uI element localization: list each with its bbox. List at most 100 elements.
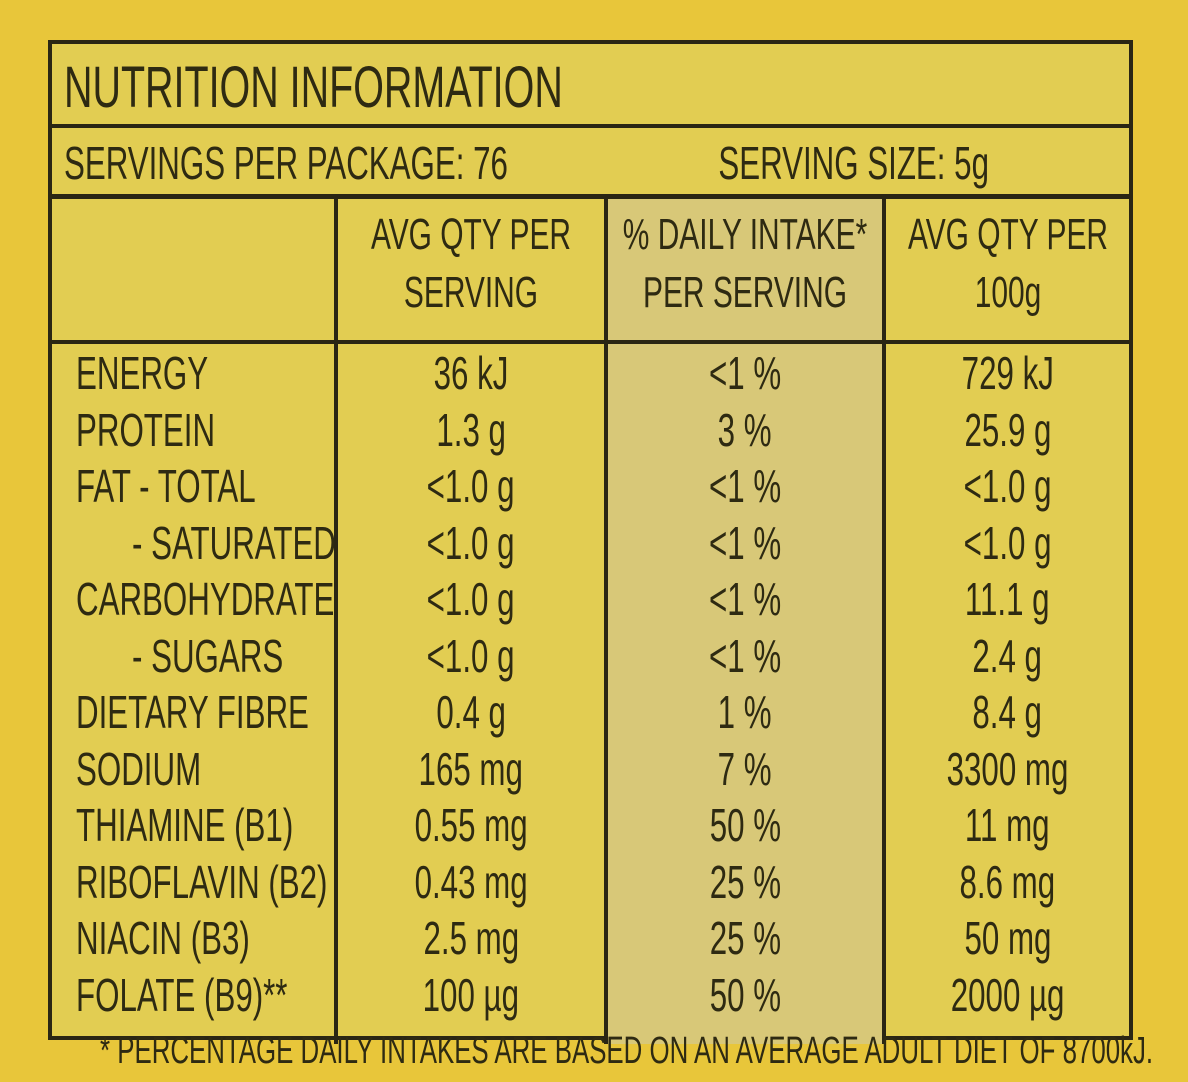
row-label: RIBOFLAVIN (B2): [76, 855, 328, 908]
nutrient-value: 25 %: [709, 912, 781, 964]
value-cell: 0.55 mg: [338, 798, 604, 852]
header-wrap: AVG QTY PER 100g: [878, 206, 1136, 322]
nutrient-value: <1.0 g: [427, 629, 515, 682]
row-label: - SATURATED: [132, 516, 336, 569]
nutrient-value: 0.43 mg: [414, 855, 528, 908]
row-label-cell: THIAMINE (B1): [76, 798, 395, 852]
footnote: * PERCENTAGE DAILY INTAKES ARE BASED ON …: [100, 1030, 1154, 1072]
nutrient-value: 3 %: [718, 403, 772, 456]
nutrient-value: 0.55 mg: [414, 799, 528, 851]
value-cell: 729 kJ: [886, 346, 1129, 400]
value-cell: <1.0 g: [886, 516, 1129, 570]
row-label: THIAMINE (B1): [76, 799, 294, 851]
value-cell: <1.0 g: [338, 459, 604, 513]
nutrient-value: 2000 µg: [950, 968, 1065, 1021]
value-cell: <1 %: [608, 346, 882, 400]
nutrient-value: 50 %: [709, 799, 781, 851]
servings-per-package: SERVINGS PER PACKAGE: 76: [64, 137, 508, 189]
value-cell: 7 %: [608, 742, 882, 796]
nutrient-value: 0.4 g: [436, 686, 506, 738]
title: NUTRITION INFORMATION: [64, 55, 563, 120]
size-wrap: SERVING SIZE: 5g: [591, 136, 989, 190]
row-label: FAT - TOTAL: [76, 460, 256, 512]
nutrient-value: 50 %: [709, 968, 781, 1021]
row-label-cell: - SUGARS: [132, 629, 354, 683]
nutrient-value: <1.0 g: [427, 516, 515, 569]
nutrient-value: 8.6 mg: [959, 855, 1056, 908]
row-label-cell: DIETARY FIBRE: [76, 685, 419, 739]
column-header: % DAILY INTAKE* PER SERVING: [622, 210, 868, 317]
rule: [604, 199, 608, 1044]
value-cell: 2.5 mg: [338, 911, 604, 965]
row-label: DIETARY FIBRE: [76, 686, 309, 738]
row-label-cell: RIBOFLAVIN (B2): [76, 855, 446, 909]
rule: [334, 199, 338, 1044]
value-cell: 0.43 mg: [338, 855, 604, 909]
value-cell: 8.4 g: [886, 685, 1129, 739]
nutrient-value: 50 mg: [964, 912, 1051, 964]
nutrient-value: <1 %: [708, 629, 782, 682]
column-header: AVG QTY PER SERVING: [370, 210, 572, 317]
nutrient-value: 165 mg: [418, 742, 524, 795]
rule: [52, 194, 1129, 199]
value-cell: <1.0 g: [338, 516, 604, 570]
nutrient-value: <1.0 g: [963, 516, 1052, 569]
serving-size: SERVING SIZE: 5g: [718, 137, 989, 189]
header-wrap: AVG QTY PER SERVING: [342, 206, 600, 322]
nutrient-value: 25 %: [709, 855, 781, 908]
nutrient-value: <1.0 g: [427, 573, 515, 625]
nutrient-value: 11 mg: [965, 799, 1050, 851]
nutrient-value: 8.4 g: [972, 686, 1043, 738]
value-cell: 1.3 g: [338, 403, 604, 457]
nutrient-value: 1.3 g: [436, 403, 506, 456]
servings-wrap: SERVINGS PER PACKAGE: 76: [64, 136, 717, 190]
nutrient-value: 2.4 g: [972, 629, 1043, 682]
value-cell: 50 %: [608, 798, 882, 852]
value-cell: 25 %: [608, 855, 882, 909]
row-label: - SUGARS: [132, 629, 284, 682]
value-cell: 1 %: [608, 685, 882, 739]
nutrient-value: <1.0 g: [427, 460, 515, 512]
rule: [52, 124, 1129, 128]
footnote-wrap: * PERCENTAGE DAILY INTAKES ARE BASED ON …: [100, 1030, 1188, 1073]
value-cell: 2000 µg: [886, 968, 1129, 1022]
value-cell: 8.6 mg: [886, 855, 1129, 909]
row-label: SODIUM: [76, 742, 202, 795]
value-cell: 50 mg: [886, 911, 1129, 965]
nutrient-value: 7 %: [718, 742, 772, 795]
value-cell: 0.4 g: [338, 685, 604, 739]
nutrient-value: <1 %: [708, 573, 782, 625]
value-cell: <1 %: [608, 516, 882, 570]
row-label: CARBOHYDRATE: [76, 573, 335, 625]
row-label-cell: NIACIN (B3): [76, 911, 332, 965]
value-cell: 100 µg: [338, 968, 604, 1022]
value-cell: <1.0 g: [886, 459, 1129, 513]
nutrition-panel: NUTRITION INFORMATION SERVINGS PER PACKA…: [48, 40, 1133, 1044]
nutrient-value: <1 %: [708, 516, 782, 569]
value-cell: <1 %: [608, 572, 882, 626]
nutrient-value: 25.9 g: [964, 403, 1051, 456]
nutrient-value: <1 %: [708, 347, 782, 399]
row-label-cell: CARBOHYDRATE: [76, 572, 456, 626]
value-cell: <1.0 g: [338, 572, 604, 626]
nutrient-value: 100 µg: [422, 968, 520, 1021]
nutrient-value: 3300 mg: [946, 742, 1069, 795]
row-label-cell: FOLATE (B9)**: [76, 968, 387, 1022]
value-cell: 11.1 g: [886, 572, 1129, 626]
row-label: ENERGY: [76, 347, 209, 399]
nutrient-value: 2.5 mg: [423, 912, 519, 964]
value-cell: 165 mg: [338, 742, 604, 796]
nutrient-value: 11.1 g: [965, 573, 1050, 625]
value-cell: 36 kJ: [338, 346, 604, 400]
row-label-cell: PROTEIN: [76, 403, 280, 457]
value-cell: 3 %: [608, 403, 882, 457]
header-wrap: % DAILY INTAKE* PER SERVING: [616, 206, 874, 322]
row-label: FOLATE (B9)**: [76, 968, 288, 1021]
nutrient-value: 729 kJ: [961, 347, 1054, 399]
header-cell: % DAILY INTAKE* PER SERVING: [608, 206, 882, 322]
row-label-cell: - SATURATED: [132, 516, 432, 570]
title-wrap: NUTRITION INFORMATION: [64, 54, 798, 121]
header-cell: AVG QTY PER 100g: [886, 206, 1129, 322]
column-shade: [604, 199, 884, 1044]
